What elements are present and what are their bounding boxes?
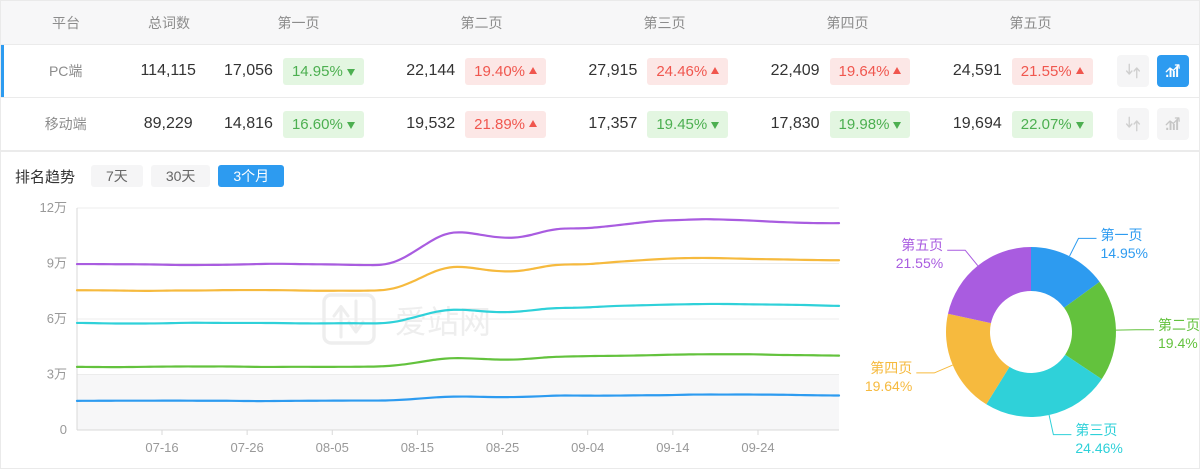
svg-text:12万: 12万 bbox=[40, 200, 67, 215]
svg-text:第四页: 第四页 bbox=[870, 360, 912, 376]
svg-text:爱站网: 爱站网 bbox=[395, 304, 491, 340]
svg-text:9万: 9万 bbox=[47, 256, 67, 271]
svg-text:24.46%: 24.46% bbox=[1075, 440, 1122, 456]
svg-text:09-14: 09-14 bbox=[656, 440, 689, 455]
svg-text:19.4%: 19.4% bbox=[1158, 335, 1198, 351]
svg-text:0: 0 bbox=[60, 422, 67, 437]
svg-text:21.55%: 21.55% bbox=[896, 255, 943, 271]
svg-text:08-05: 08-05 bbox=[316, 440, 349, 455]
svg-text:6万: 6万 bbox=[47, 311, 67, 326]
svg-text:第二页: 第二页 bbox=[1158, 317, 1200, 333]
svg-text:07-16: 07-16 bbox=[145, 440, 178, 455]
svg-text:19.64%: 19.64% bbox=[865, 378, 912, 394]
svg-text:第三页: 第三页 bbox=[1075, 422, 1117, 438]
svg-text:14.95%: 14.95% bbox=[1101, 245, 1148, 261]
svg-text:第一页: 第一页 bbox=[1101, 227, 1143, 243]
svg-text:08-25: 08-25 bbox=[486, 440, 519, 455]
svg-text:07-26: 07-26 bbox=[231, 440, 264, 455]
svg-text:第五页: 第五页 bbox=[901, 237, 943, 253]
svg-text:09-24: 09-24 bbox=[741, 440, 774, 455]
svg-text:3万: 3万 bbox=[47, 367, 67, 382]
svg-text:09-04: 09-04 bbox=[571, 440, 604, 455]
svg-text:08-15: 08-15 bbox=[401, 440, 434, 455]
